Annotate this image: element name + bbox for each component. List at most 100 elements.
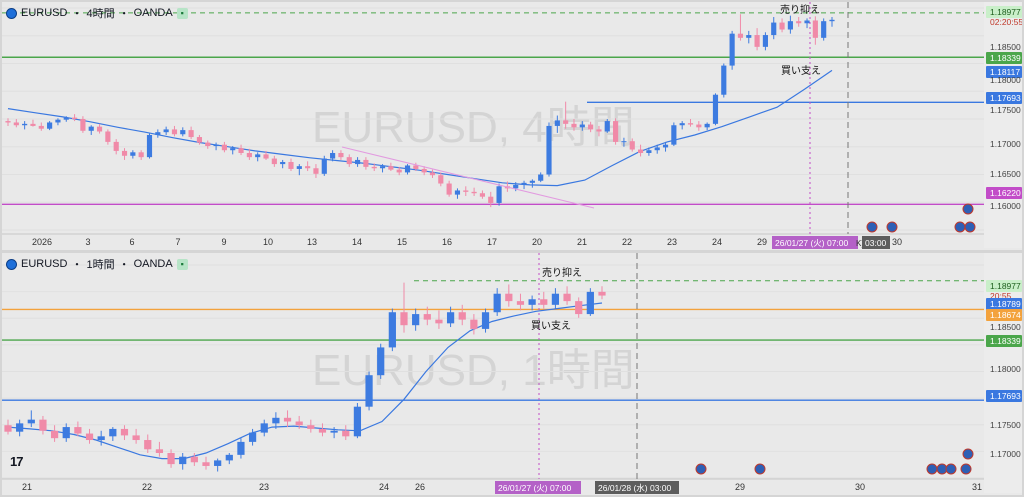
time-tick-label: 20 — [532, 237, 542, 247]
candle-body — [554, 120, 560, 126]
candle-body — [596, 129, 602, 132]
candle-body — [238, 148, 244, 153]
candle-body — [629, 141, 635, 150]
candle-body — [155, 132, 161, 135]
candle-body — [737, 33, 744, 38]
candle-body — [796, 21, 802, 24]
annotation-sell-pressure: 売り抑え — [542, 266, 582, 279]
crosshair-date-label: 26/01/27 (火) 07:00 — [775, 238, 849, 248]
price-axis-label: 1.18977 — [990, 7, 1021, 17]
price-label-badge — [986, 309, 1022, 321]
candle-body — [248, 432, 257, 442]
candle-body — [205, 142, 211, 147]
candle-body — [471, 191, 477, 194]
economic-event-icon — [926, 463, 938, 475]
eur-flag-icon — [6, 258, 17, 270]
symbol-name[interactable]: EURUSD — [21, 7, 68, 19]
candle-body — [22, 123, 28, 126]
time-tick-label: 17 — [487, 237, 497, 247]
candle-body — [505, 293, 513, 302]
candle-body — [225, 454, 233, 461]
price-axis-label: 1.18117 — [990, 67, 1020, 77]
price-label-badge — [986, 52, 1022, 64]
time-badge-label: 26/01/28 (水) 03:00 — [598, 483, 672, 493]
candle-body — [39, 419, 47, 431]
eur-flag-icon — [6, 7, 17, 19]
candle-body — [463, 190, 469, 192]
candle-body — [446, 183, 452, 195]
candle-body — [62, 427, 70, 439]
chart-header-1h: EURUSD ・ 1時間 ・ OANDA ▪ — [6, 256, 188, 272]
economic-event-icon — [962, 448, 974, 460]
candle-body — [404, 165, 411, 173]
candle-body — [50, 430, 59, 439]
time-tick-label: 22 — [142, 482, 152, 492]
time-tick-label: 21 — [22, 482, 32, 492]
time-tick-label: 7 — [175, 237, 180, 247]
candle-body — [400, 312, 408, 326]
chart-1h-canvas[interactable]: EURUSD, 1時間 21 22 23 24 26 29 30 31 1.1897720:55… — [2, 253, 1022, 495]
annotation-buy-support: 買い支え — [531, 320, 571, 332]
candle-body — [202, 462, 210, 466]
time-tick-label: 6 — [129, 237, 134, 247]
symbol-name[interactable]: EURUSD — [21, 258, 68, 270]
candle-body — [598, 291, 606, 296]
candle-body — [704, 123, 710, 128]
price-axis-label: 1.18789 — [990, 299, 1021, 309]
time-tick-label: 24 — [379, 482, 389, 492]
time-tick-label: 10 — [263, 237, 273, 247]
market-open-icon: ▪ — [176, 258, 188, 270]
candle-body — [496, 186, 502, 203]
candle-body — [671, 125, 677, 145]
timeframe-label[interactable]: 4時間 — [86, 8, 115, 20]
candle-body — [280, 162, 286, 165]
time-badge — [595, 481, 679, 494]
candle-body — [712, 94, 719, 124]
candle-body — [272, 417, 280, 424]
price-axis — [984, 253, 1022, 493]
candle-body — [804, 20, 810, 24]
candle-body — [575, 301, 583, 315]
economic-event-icon — [886, 221, 898, 233]
price-axis-label: 1.17000 — [990, 449, 1021, 459]
candle-body — [246, 152, 252, 158]
candle-body — [423, 314, 431, 320]
tradingview-logo-icon[interactable]: 17 — [10, 454, 24, 469]
broker-label: OANDA — [133, 258, 173, 270]
time-tick-label: 24 — [712, 237, 722, 247]
chart-panel-4h[interactable]: EURUSD, 4時間 2026 3 6 7 9 10 13 14 15 16 17 20 21 22 23… — [2, 2, 1022, 250]
candle-body — [365, 375, 373, 407]
candle-body — [746, 35, 752, 38]
economic-event-icon — [954, 221, 966, 233]
candle-body — [113, 141, 119, 151]
candle-body — [787, 21, 793, 30]
price-label-badge — [986, 92, 1022, 104]
chart-panel-1h[interactable]: EURUSD, 1時間 21 22 23 24 26 29 30 31 1.18977 20:55… — [2, 253, 1022, 495]
candle-body — [438, 175, 444, 184]
candle-body — [132, 435, 140, 441]
price-axis-label: 1.17693 — [990, 93, 1021, 103]
moving-average-line — [7, 69, 833, 187]
candle-body — [4, 425, 12, 432]
candle-body — [771, 22, 777, 36]
candle-body — [120, 428, 129, 436]
candle-body — [180, 130, 186, 135]
candle-body — [379, 166, 386, 169]
price-axis-label: 02:20:55 — [990, 17, 1022, 27]
time-tick-label: 22 — [622, 237, 632, 247]
watermark-1h: EURUSD, 1時間 — [312, 346, 635, 395]
candle-body — [446, 312, 455, 324]
time-tick-label: 29 — [757, 237, 767, 247]
candle-body — [551, 293, 560, 305]
price-axis — [984, 2, 1022, 248]
chart-4h-canvas[interactable]: EURUSD, 4時間 2026 3 6 7 9 10 13 14 15 16 17 20 21 22 23… — [2, 2, 1022, 250]
candle-body — [588, 124, 594, 130]
candle-body — [479, 193, 486, 197]
timeframe-label[interactable]: 1時間 — [86, 259, 115, 271]
candle-body — [586, 291, 594, 315]
candle-body — [529, 180, 535, 183]
candle-body — [97, 436, 105, 441]
chart-header-4h: EURUSD ・ 4時間 ・ OANDA ▪ — [6, 5, 188, 21]
price-axis-label: 1.18339 — [990, 336, 1021, 346]
candle-body — [363, 159, 369, 167]
